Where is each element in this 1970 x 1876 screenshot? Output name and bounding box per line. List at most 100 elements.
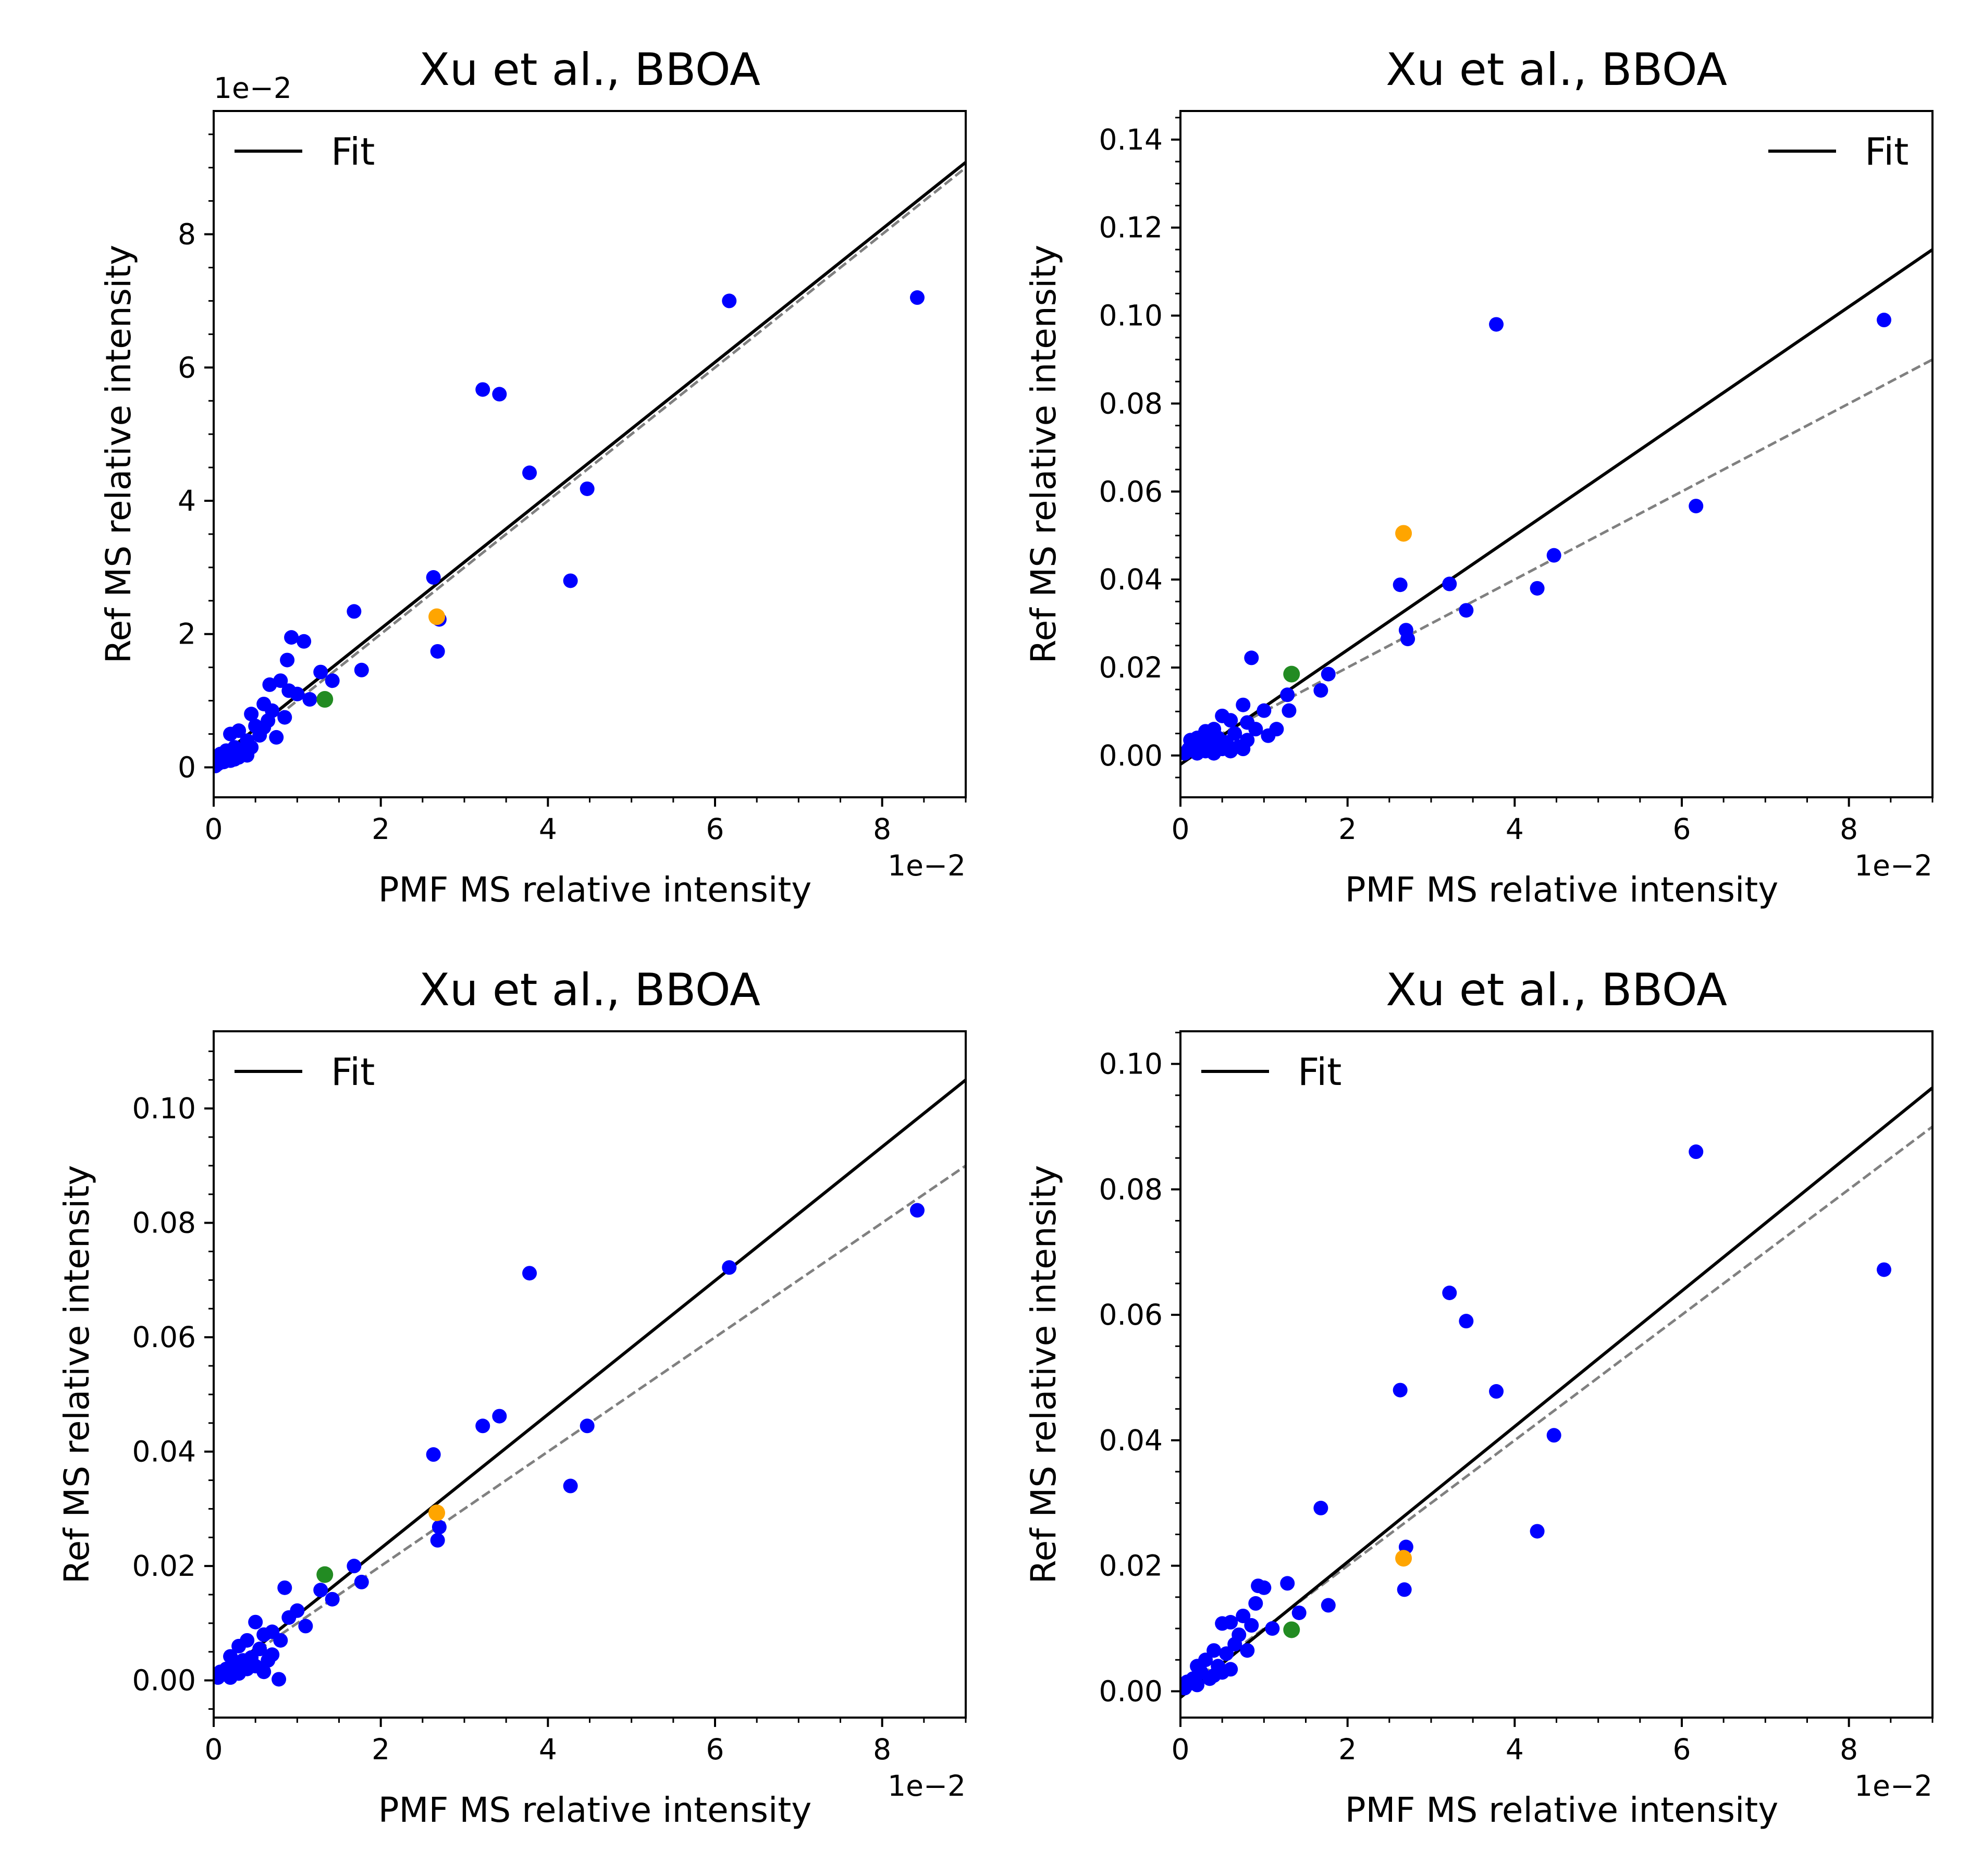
- data-point: [223, 726, 238, 742]
- y-tick-label: 0.04: [1099, 563, 1163, 596]
- x-tick-label: 6: [706, 812, 724, 846]
- data-point: [1227, 1637, 1242, 1652]
- data-point: [1257, 1580, 1272, 1595]
- highlight-point: [428, 1504, 446, 1522]
- data-point: [273, 1633, 288, 1648]
- x-axis-label: PMF MS relative intensity: [1345, 1790, 1779, 1830]
- y-tick-label: 0.12: [1099, 211, 1163, 244]
- x-tick-label: 8: [873, 812, 891, 846]
- fit-line: [214, 1078, 966, 1684]
- plot-area: [214, 1078, 966, 1687]
- x-axis-label: PMF MS relative intensity: [378, 1790, 812, 1830]
- data-point: [430, 1533, 445, 1548]
- x-tick-label: 2: [1338, 812, 1357, 846]
- x-tick-label: 4: [539, 812, 557, 846]
- data-point: [354, 662, 369, 677]
- y-tick-label: 4: [178, 484, 196, 517]
- data-point: [1244, 1618, 1259, 1633]
- y-tick-label: 0.00: [1099, 739, 1163, 772]
- data-point: [475, 1418, 490, 1434]
- y-tick-label: 0.06: [1099, 475, 1163, 508]
- data-point: [298, 1619, 313, 1634]
- data-point: [1240, 1643, 1255, 1658]
- x-exponent-label: 1e−2: [888, 1769, 966, 1803]
- highlight-point: [1283, 1621, 1300, 1638]
- data-point: [1530, 1524, 1545, 1539]
- data-point: [1280, 687, 1295, 702]
- data-point: [1689, 499, 1704, 514]
- data-point: [492, 387, 507, 402]
- highlight-point: [1395, 525, 1412, 542]
- chart-title: Xu et al., BBOA: [419, 44, 760, 96]
- data-point: [1223, 1662, 1238, 1677]
- data-point: [722, 1260, 737, 1275]
- x-exponent-label: 1e−2: [888, 849, 966, 882]
- data-point: [1223, 744, 1238, 759]
- y-tick-label: 0.10: [1099, 299, 1163, 332]
- data-point: [563, 1478, 578, 1494]
- y-tick-label: 0.08: [1099, 387, 1163, 420]
- data-point: [1282, 703, 1297, 718]
- data-point: [1257, 703, 1272, 718]
- highlight-point: [316, 1566, 334, 1583]
- data-point: [1459, 603, 1474, 618]
- data-point: [1489, 1384, 1504, 1399]
- data-point: [1321, 1598, 1336, 1613]
- data-point: [262, 677, 277, 692]
- x-tick-label: 2: [1338, 1733, 1357, 1766]
- y-tick-label: 0.06: [1099, 1298, 1163, 1331]
- highlight-point: [1283, 665, 1300, 683]
- reference-line: [214, 166, 966, 769]
- axes-frame: [213, 1030, 967, 1719]
- data-point: [430, 644, 445, 659]
- legend: Fit: [1201, 1050, 1341, 1094]
- y-tick-label: 0.02: [1099, 1549, 1163, 1583]
- chart-panel-2: 0 2 4 6 8 0.00 0.02 0.04 0.06 0.08 0.10 0.12 0.14 Xu …: [1024, 44, 1934, 910]
- legend-label: Fit: [331, 1050, 375, 1094]
- data-point: [1280, 1576, 1295, 1591]
- data-point: [722, 293, 737, 308]
- data-point: [1489, 317, 1504, 332]
- legend-label: Fit: [1865, 130, 1909, 174]
- data-point: [325, 673, 340, 688]
- data-point: [1236, 1608, 1251, 1623]
- chart-panel-1: 0 2 4 6 8 0 2 4 6 8 Xu et al., BBOA PMF MS relative…: [98, 44, 967, 910]
- data-point: [244, 707, 259, 722]
- data-point: [522, 465, 537, 480]
- data-point: [1265, 1621, 1280, 1636]
- highlight-point: [316, 691, 334, 708]
- y-tick-label: 0.02: [1099, 651, 1163, 684]
- data-point: [214, 758, 223, 773]
- data-point: [347, 604, 362, 619]
- data-point: [302, 692, 317, 707]
- y-exponent-label: 1e−2: [214, 71, 292, 105]
- y-tick-label: 0.06: [132, 1320, 196, 1354]
- data-point: [1190, 746, 1205, 761]
- data-point: [1442, 1286, 1457, 1301]
- x-tick-label: 6: [1673, 1733, 1691, 1766]
- highlight-point: [428, 608, 446, 625]
- chart-title: Xu et al., BBOA: [1386, 964, 1727, 1016]
- data-point: [290, 686, 305, 701]
- data-point: [297, 634, 312, 649]
- data-point: [1400, 632, 1415, 647]
- y-axis-label: Ref MS relative intensity: [57, 1165, 97, 1584]
- x-exponent-label: 1e−2: [1854, 1769, 1932, 1803]
- data-point: [1206, 1668, 1222, 1683]
- y-tick-label: 0.14: [1099, 123, 1163, 156]
- data-point: [563, 573, 578, 588]
- y-tick-label: 0.10: [132, 1092, 196, 1125]
- y-tick-label: 8: [178, 218, 196, 251]
- data-point: [1180, 1674, 1195, 1689]
- data-point: [1313, 1500, 1328, 1515]
- data-point: [240, 748, 255, 763]
- chart-panel-4: 0 2 4 6 8 0.00 0.02 0.04 0.06 0.08 0.10 Xu et al., …: [1024, 964, 1934, 1830]
- plot-area: [1180, 248, 1932, 766]
- data-point: [265, 1647, 280, 1662]
- y-axis-label: Ref MS relative intensity: [1024, 245, 1064, 664]
- y-axis-label: Ref MS relative intensity: [98, 245, 139, 664]
- x-tick-label: 8: [1840, 812, 1858, 846]
- chart-panel-3: 0 2 4 6 8 0.00 0.02 0.04 0.06 0.08 0.10 Xu et al., …: [57, 964, 967, 1830]
- x-tick-label: 8: [1840, 1733, 1858, 1766]
- y-tick-label: 6: [178, 351, 196, 384]
